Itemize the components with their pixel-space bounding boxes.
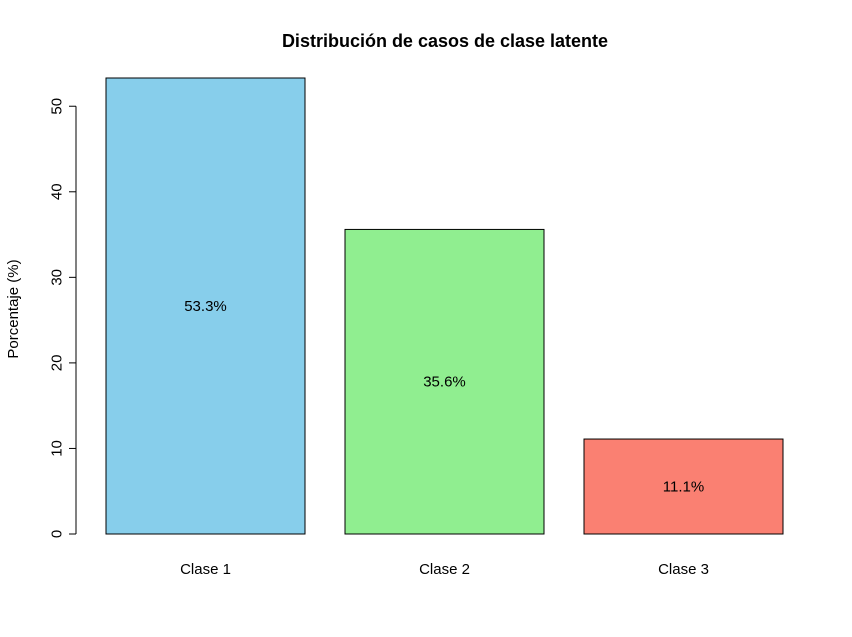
y-tick-label: 10 [48,440,65,457]
y-tick-label: 40 [48,183,65,200]
data-labels: 53.3% 35.6% 11.1% [184,298,704,496]
y-axis: 0 10 20 30 40 50 [48,98,77,538]
y-axis-label: Porcentaje (%) [5,259,22,358]
y-tick-label: 30 [48,269,65,286]
y-tick-label: 50 [48,98,65,115]
bar-1 [105,77,306,535]
bar-3 [583,438,784,535]
data-label-2: 35.6% [423,374,466,391]
data-label-3: 11.1% [663,479,704,496]
category-label-3: Clase 3 [658,561,709,578]
y-tick-label: 20 [48,355,65,372]
y-tick-label: 0 [48,530,65,538]
data-label-1: 53.3% [184,298,227,315]
bars [105,77,784,535]
category-labels: Clase 1 Clase 2 Clase 3 [180,561,709,578]
bar-2 [344,228,545,535]
category-label-2: Clase 2 [419,561,470,578]
chart-title: Distribución de casos de clase latente [282,31,608,51]
category-label-1: Clase 1 [180,561,231,578]
